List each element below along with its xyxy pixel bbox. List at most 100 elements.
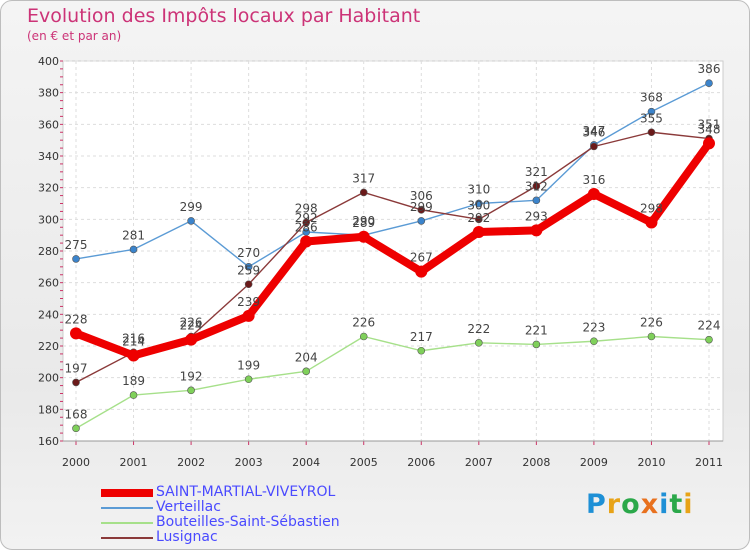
data-point: [129, 391, 138, 399]
data-label: 293: [525, 209, 548, 223]
data-label: 289: [352, 216, 375, 230]
x-tick-label: 2004: [292, 456, 320, 469]
data-point: [72, 424, 80, 433]
data-point: [129, 245, 138, 254]
legend-item: Verteillac: [101, 499, 421, 515]
data-point: [703, 137, 715, 150]
data-label: 204: [295, 350, 318, 364]
logo-letter: r: [606, 489, 622, 520]
data-point: [302, 218, 310, 227]
data-label: 222: [467, 322, 490, 336]
logo-letter: P: [586, 489, 607, 520]
legend-item: SAINT-MARTIAL-VIVEYROL: [101, 484, 421, 500]
legend-swatch: [101, 507, 153, 509]
data-point: [187, 217, 195, 225]
data-label: 321: [525, 165, 548, 179]
y-tick-label: 400: [38, 55, 59, 68]
data-label: 226: [180, 316, 203, 330]
legend-item: Bouteilles-Saint-Sébastien: [101, 514, 421, 530]
data-label: 267: [410, 251, 433, 265]
data-label: 299: [410, 200, 433, 214]
data-point: [530, 224, 543, 237]
data-point: [647, 332, 656, 341]
data-label: 355: [640, 111, 663, 125]
logo-letter: t: [669, 489, 684, 520]
x-tick-label: 2009: [580, 456, 608, 469]
data-point: [242, 309, 255, 322]
data-label: 199: [237, 358, 260, 372]
data-label: 197: [65, 361, 88, 375]
x-tick-label: 2001: [120, 456, 148, 469]
data-label: 270: [237, 246, 260, 260]
data-point: [357, 230, 370, 243]
data-label: 226: [352, 316, 375, 330]
data-point: [300, 235, 313, 248]
data-label: 239: [237, 295, 260, 309]
data-label: 368: [640, 91, 663, 105]
data-point: [244, 280, 253, 289]
data-label: 217: [410, 330, 433, 344]
data-label: 192: [180, 369, 203, 383]
legend-item: Lusignac: [101, 529, 421, 545]
y-tick-label: 180: [38, 403, 59, 416]
y-tick-label: 320: [38, 182, 59, 195]
y-tick-label: 200: [38, 372, 59, 385]
y-tick-label: 300: [38, 213, 59, 226]
data-point: [705, 335, 713, 344]
logo-letter: i: [683, 489, 694, 520]
y-tick-label: 160: [38, 435, 59, 448]
x-tick-label: 2011: [695, 456, 723, 469]
series-line: [75, 335, 710, 430]
y-tick-label: 220: [38, 340, 59, 353]
data-label: 312: [525, 179, 548, 193]
data-point: [185, 333, 198, 346]
x-tick-label: 2000: [62, 456, 90, 469]
y-tick-label: 360: [38, 118, 59, 131]
data-label: 386: [698, 62, 721, 76]
data-point: [187, 386, 195, 395]
data-point: [415, 265, 428, 278]
data-point: [590, 337, 598, 346]
x-tick-label: 2008: [522, 456, 550, 469]
data-point: [127, 349, 140, 362]
x-tick-label: 2005: [350, 456, 378, 469]
data-label: 292: [295, 211, 318, 225]
data-label: 223: [582, 320, 605, 334]
x-tick-label: 2010: [637, 456, 665, 469]
data-label: 224: [180, 319, 203, 333]
logo-letter: x: [640, 489, 660, 520]
data-point: [417, 346, 426, 355]
data-label: 316: [582, 173, 605, 187]
data-label: 298: [295, 202, 318, 216]
chart-legend: SAINT-MARTIAL-VIVEYROL Verteillac Boutei…: [101, 484, 421, 545]
legend-label: Bouteilles-Saint-Sébastien: [156, 514, 340, 530]
data-point: [359, 188, 368, 197]
data-label: 224: [698, 319, 721, 333]
data-point: [647, 107, 656, 116]
data-point: [244, 263, 253, 271]
data-point: [417, 206, 426, 214]
data-label: 226: [640, 316, 663, 330]
data-label: 351: [698, 118, 721, 132]
data-point: [72, 378, 80, 387]
series-line: [75, 82, 710, 268]
data-point: [70, 327, 82, 340]
legend-swatch: [101, 489, 153, 497]
data-point: [590, 142, 598, 151]
data-label: 290: [352, 214, 375, 228]
data-point: [645, 216, 658, 229]
data-label: 306: [410, 189, 433, 203]
legend-label: SAINT-MARTIAL-VIVEYROL: [156, 484, 336, 500]
chart-subtitle: (en € et par an): [27, 29, 122, 43]
y-tick-label: 380: [38, 87, 59, 100]
data-label: 310: [467, 183, 490, 197]
x-tick-label: 2003: [235, 456, 263, 469]
logo-letter: i: [659, 489, 670, 520]
data-point: [359, 332, 368, 341]
series-line: [72, 139, 713, 360]
legend-swatch: [101, 522, 153, 524]
data-point: [475, 199, 483, 208]
data-label: 347: [582, 124, 605, 138]
data-label: 216: [122, 331, 145, 345]
